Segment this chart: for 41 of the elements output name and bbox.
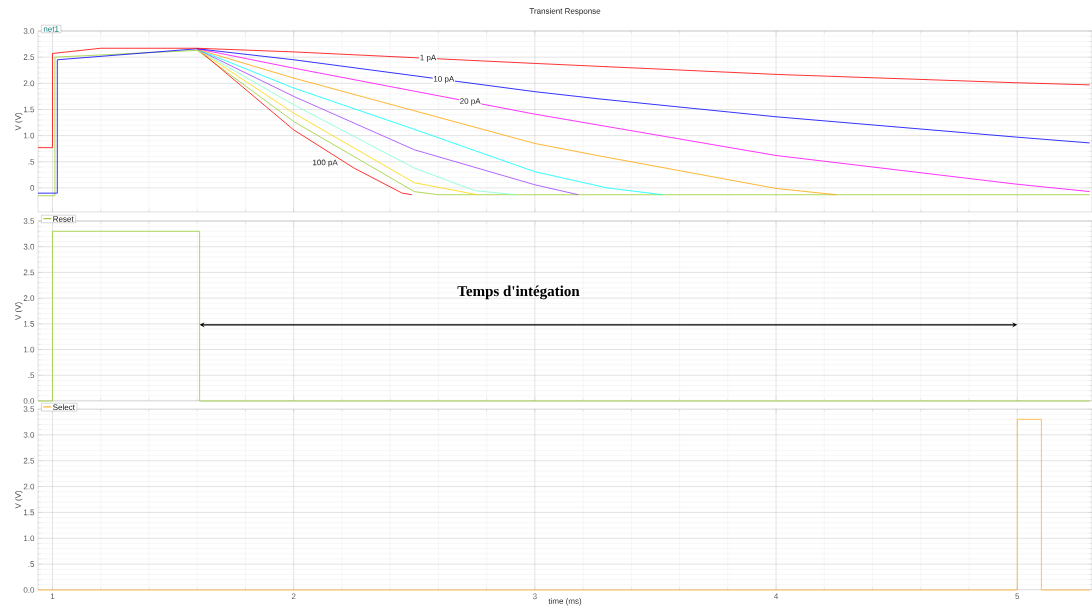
y-tick-label: 2.0 (23, 483, 35, 490)
x-tick-label: 3 (532, 593, 537, 600)
y-axis-title: V (V) (15, 302, 23, 321)
annotation: Temps d'intégation (457, 285, 580, 300)
y-tick-label: 3.0 (23, 432, 35, 438)
x-tick-label: 4 (774, 593, 779, 600)
x-axis-title: time (ms) (548, 598, 582, 606)
chart-title: Transient Response (529, 8, 601, 16)
x-tick-label: 1 (50, 593, 55, 600)
y-tick-label: 1.5 (23, 106, 35, 113)
y-tick-label: 2.0 (23, 295, 35, 301)
y-tick-label: 3.5 (23, 218, 35, 224)
series-label: 20 pA (460, 98, 481, 106)
y-tick-label: 1.5 (23, 321, 35, 327)
y-tick-label: .5 (28, 158, 35, 165)
x-tick-label: 5 (1015, 593, 1020, 600)
y-tick-label: 2.5 (23, 54, 35, 60)
y-tick-label: 2.5 (23, 457, 35, 464)
series-label: 100 pA (313, 159, 338, 167)
x-tick-label: 2 (291, 593, 296, 600)
y-tick-label: 1.0 (23, 535, 35, 542)
y-tick-label: 0 (30, 185, 35, 191)
y-tick-label: .5 (28, 561, 35, 567)
y-tick-label: .5 (28, 372, 35, 379)
y-tick-label: 3.0 (23, 28, 35, 34)
y-tick-label: 1.5 (23, 509, 35, 516)
y-axis-title: V (V) (15, 490, 23, 509)
y-tick-label: 2.0 (23, 80, 35, 87)
series-label: 10 pA (433, 76, 455, 84)
y-tick-label: 0.0 (23, 587, 35, 593)
y-tick-label: 3.5 (23, 406, 35, 412)
y-tick-label: 1.0 (23, 132, 35, 139)
text: Select (53, 404, 75, 411)
series-label: Reset (53, 216, 74, 222)
y-tick-label: 3.0 (23, 243, 35, 250)
y-tick-label: 0.0 (23, 398, 35, 404)
y-tick-label: 1.0 (23, 346, 35, 353)
legend-title: net1 (43, 26, 59, 32)
y-tick-label: 2.5 (23, 269, 35, 276)
series-label: 1 pA (420, 54, 437, 62)
y-axis-title: V (V) (15, 112, 23, 131)
